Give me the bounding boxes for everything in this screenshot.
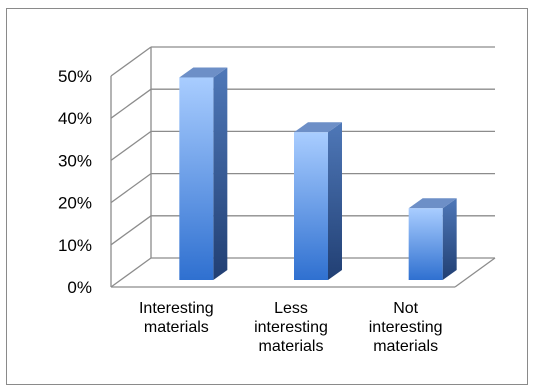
bars-layer: [179, 67, 457, 280]
y-tick-label-2: 20%: [58, 194, 92, 213]
bar-top-0: [179, 67, 228, 78]
gridline-side-5: [110, 46, 152, 77]
y-tick-label-3: 30%: [58, 151, 92, 170]
bar-front-1: [294, 132, 328, 280]
bar-2: [408, 198, 457, 280]
gridline-side-3: [110, 130, 152, 161]
axis-layer: [110, 76, 496, 288]
x-tick-label-0: Interesting materials: [139, 300, 214, 336]
chart-frame: [6, 8, 528, 385]
bar-side-2: [442, 198, 457, 280]
bar-side-1: [328, 122, 342, 280]
gridline-side-0: [110, 257, 152, 288]
gridline-side-4: [110, 88, 152, 119]
labels-layer: 0% 10% 20% 30% 40% 50% Interesting materials Les…: [58, 67, 443, 355]
bar-top-2: [408, 198, 457, 209]
bar-side-0: [213, 67, 228, 280]
gridline-side-2: [110, 173, 152, 204]
bar-top-1: [294, 122, 342, 133]
gridline-side-1: [110, 215, 152, 246]
y-tick-label-4: 40%: [58, 109, 92, 128]
x-tick-label-1: Less interesting materials: [254, 300, 328, 355]
bar-0: [179, 67, 228, 280]
bar-front-2: [408, 208, 443, 280]
floor-right-edge: [454, 257, 496, 288]
y-tick-label-1: 10%: [58, 236, 92, 255]
y-tick-label-5: 50%: [58, 67, 92, 86]
bar-front-0: [179, 77, 214, 280]
bar-1: [294, 122, 342, 280]
y-tick-label-0: 0%: [67, 278, 92, 297]
x-tick-label-2: Not interesting materials: [369, 300, 443, 355]
